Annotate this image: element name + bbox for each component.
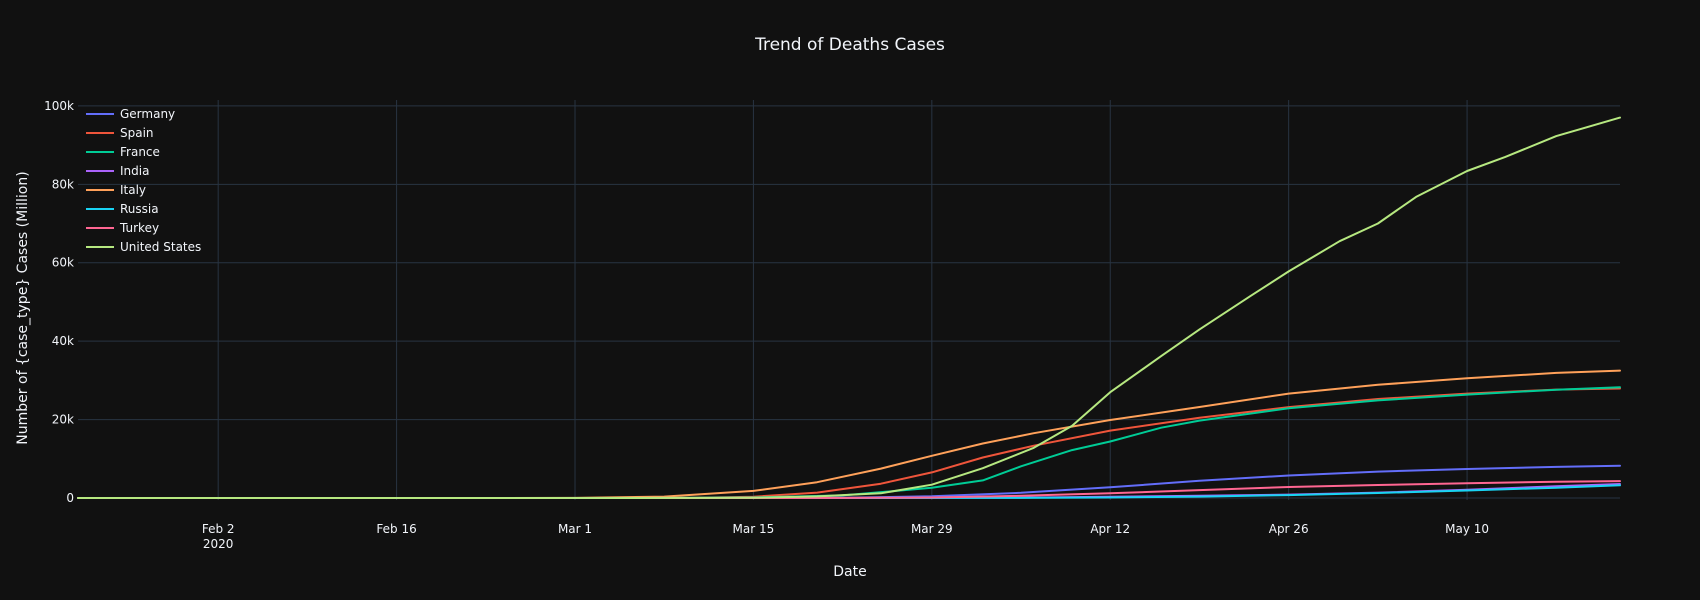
legend-item-russia[interactable]: Russia — [86, 202, 159, 216]
legend-label: India — [120, 164, 149, 178]
legend-item-spain[interactable]: Spain — [86, 126, 154, 140]
y-tick-label: 40k — [52, 334, 74, 348]
y-tick-label: 80k — [52, 177, 74, 191]
legend-label: France — [120, 145, 160, 159]
x-tick-label: Apr 26 — [1269, 522, 1309, 536]
y-tick-label: 0 — [66, 491, 74, 505]
legend-item-germany[interactable]: Germany — [86, 107, 175, 121]
legend-item-united-states[interactable]: United States — [86, 240, 201, 254]
legend-label: Russia — [120, 202, 159, 216]
x-tick-label: Apr 12 — [1090, 522, 1130, 536]
y-tick-label: 100k — [44, 99, 74, 113]
legend-label: Germany — [120, 107, 175, 121]
x-tick-label: May 10 — [1445, 522, 1489, 536]
series-layer — [77, 116, 1621, 499]
series-line-united-states — [77, 116, 1621, 499]
series-line-russia — [77, 484, 1621, 499]
y-axis-ticks: 0 20k 40k 60k 80k 100k — [44, 99, 74, 505]
x-tick-sublabel: 2020 — [203, 537, 234, 551]
legend-item-france[interactable]: France — [86, 145, 160, 159]
legend-label: United States — [120, 240, 201, 254]
x-tick-label: Feb 16 — [376, 522, 416, 536]
y-tick-label: 20k — [52, 413, 74, 427]
legend-item-india[interactable]: India — [86, 164, 149, 178]
y-axis-title: Number of {case_type} Cases (Million) — [15, 171, 31, 444]
legend[interactable]: Germany Spain France India Italy Russia Turkey… — [86, 107, 201, 254]
legend-label: Italy — [120, 183, 146, 197]
x-tick-label: Feb 2 — [202, 522, 235, 536]
grid-layer — [78, 100, 1620, 500]
legend-item-italy[interactable]: Italy — [86, 183, 146, 197]
y-tick-label: 60k — [52, 256, 74, 270]
legend-label: Spain — [120, 126, 154, 140]
chart-title: Trend of Deaths Cases — [754, 35, 945, 55]
legend-item-turkey[interactable]: Turkey — [86, 221, 159, 235]
x-tick-label: Mar 1 — [558, 522, 592, 536]
x-tick-label: Mar 29 — [911, 522, 953, 536]
x-tick-label: Mar 15 — [733, 522, 775, 536]
legend-label: Turkey — [119, 221, 159, 235]
x-axis-title: Date — [833, 564, 866, 580]
series-line-turkey — [77, 480, 1621, 499]
